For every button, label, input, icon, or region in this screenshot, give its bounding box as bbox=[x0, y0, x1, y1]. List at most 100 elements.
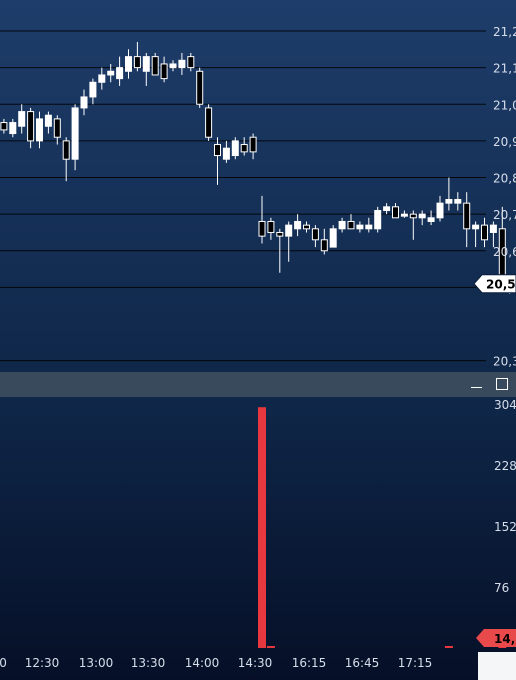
price-tick-label: 20,8 bbox=[493, 172, 516, 186]
candle-body bbox=[249, 136, 257, 153]
volume-bar bbox=[444, 646, 453, 648]
time-tick-label: 17:15 bbox=[398, 656, 433, 670]
candle bbox=[18, 104, 26, 134]
candle bbox=[329, 225, 337, 248]
candle bbox=[98, 67, 106, 90]
candle-body bbox=[267, 220, 275, 233]
candle-body bbox=[222, 147, 230, 160]
candle bbox=[356, 221, 364, 233]
time-tick-label: 13:30 bbox=[131, 656, 166, 670]
candle bbox=[9, 118, 17, 138]
candle bbox=[418, 210, 426, 226]
price-tick-label: 21,0 bbox=[493, 98, 516, 112]
volume-bar bbox=[258, 407, 266, 648]
candle-body bbox=[320, 239, 328, 252]
candle bbox=[427, 210, 435, 226]
current-volume-badge: 14, bbox=[476, 629, 516, 647]
candle bbox=[0, 118, 8, 134]
current-price-badge-shape bbox=[473, 274, 516, 294]
candle-body bbox=[258, 220, 266, 237]
candle-body bbox=[481, 224, 488, 241]
candle bbox=[445, 177, 453, 211]
candle-body bbox=[187, 56, 195, 69]
candle-body bbox=[178, 59, 186, 69]
candle bbox=[142, 52, 150, 86]
candle bbox=[383, 203, 391, 215]
candle bbox=[258, 195, 266, 244]
candle bbox=[436, 195, 444, 222]
candle bbox=[89, 78, 97, 105]
candle-body bbox=[27, 111, 35, 142]
candle bbox=[178, 52, 186, 75]
candle-body bbox=[125, 56, 132, 72]
time-axis-ticks: 0 12:30 13:00 13:30 14:00 14:30 16:15 16:45 17:1… bbox=[0, 656, 432, 670]
candle bbox=[400, 210, 408, 218]
candle-body bbox=[311, 228, 319, 241]
minimize-panel-button[interactable] bbox=[469, 376, 485, 392]
candle-body bbox=[0, 122, 8, 131]
candle-body bbox=[98, 74, 106, 83]
candle bbox=[214, 137, 221, 185]
candle-body bbox=[400, 213, 408, 217]
candle-body bbox=[472, 224, 480, 230]
candle-body bbox=[338, 220, 346, 230]
candle bbox=[392, 203, 399, 219]
candle-body bbox=[214, 144, 221, 157]
candle-body bbox=[418, 213, 426, 219]
candle-body bbox=[71, 107, 79, 160]
candle-body bbox=[294, 220, 302, 230]
current-volume-badge-shape bbox=[476, 629, 516, 647]
candle-body bbox=[427, 217, 435, 222]
candle bbox=[249, 133, 257, 160]
volume-tick-label: 304 bbox=[494, 398, 516, 412]
candle-body bbox=[116, 67, 124, 80]
candle-body bbox=[169, 63, 177, 69]
candle bbox=[285, 221, 293, 262]
candle bbox=[205, 104, 213, 141]
price-panel-background bbox=[0, 0, 516, 372]
volume-bar bbox=[266, 646, 275, 648]
candle-body bbox=[409, 213, 417, 219]
time-tick-label: 13:00 bbox=[79, 656, 114, 670]
candle-body bbox=[36, 118, 43, 142]
current-volume-badge-label: 14, bbox=[494, 632, 515, 646]
time-tick-label: 0 bbox=[0, 656, 7, 670]
candle-body bbox=[365, 224, 373, 230]
candle bbox=[107, 63, 115, 83]
candle bbox=[125, 49, 132, 79]
candle-body bbox=[347, 220, 355, 230]
volume-tick-label: 76 bbox=[494, 581, 509, 595]
price-tick-label: 21,1 bbox=[493, 62, 516, 76]
price-tick-label: 21,2 bbox=[493, 25, 516, 39]
candle bbox=[311, 225, 319, 248]
candle-body bbox=[142, 56, 150, 72]
candle-body bbox=[133, 56, 141, 69]
volume-tick-label: 228 bbox=[494, 459, 516, 473]
candle bbox=[489, 221, 497, 248]
volume-tick-label: 152 bbox=[494, 520, 516, 534]
candle-body bbox=[454, 198, 462, 204]
candle bbox=[240, 137, 248, 156]
maximize-panel-button[interactable] bbox=[494, 376, 510, 392]
time-tick-label: 14:00 bbox=[185, 656, 220, 670]
candle bbox=[36, 111, 43, 149]
candle-body bbox=[196, 70, 204, 105]
candle-body bbox=[240, 144, 248, 153]
candle bbox=[151, 52, 159, 76]
candle-body bbox=[151, 56, 159, 76]
candle-body bbox=[9, 122, 17, 135]
candle bbox=[231, 137, 239, 160]
time-tick-label: 14:30 bbox=[238, 656, 273, 670]
price-tick-label: 20,7 bbox=[493, 208, 516, 222]
candle-body bbox=[53, 118, 61, 138]
candle bbox=[222, 140, 230, 163]
candle-body bbox=[436, 202, 444, 219]
volume-axis-ticks: 304 228 152 76 bbox=[494, 398, 516, 595]
candle bbox=[294, 214, 302, 237]
candle-body bbox=[356, 224, 364, 230]
candle bbox=[267, 217, 275, 240]
candle bbox=[320, 228, 328, 255]
current-price-badge: 20,5 bbox=[473, 274, 516, 294]
panel-divider-bar bbox=[0, 372, 516, 397]
